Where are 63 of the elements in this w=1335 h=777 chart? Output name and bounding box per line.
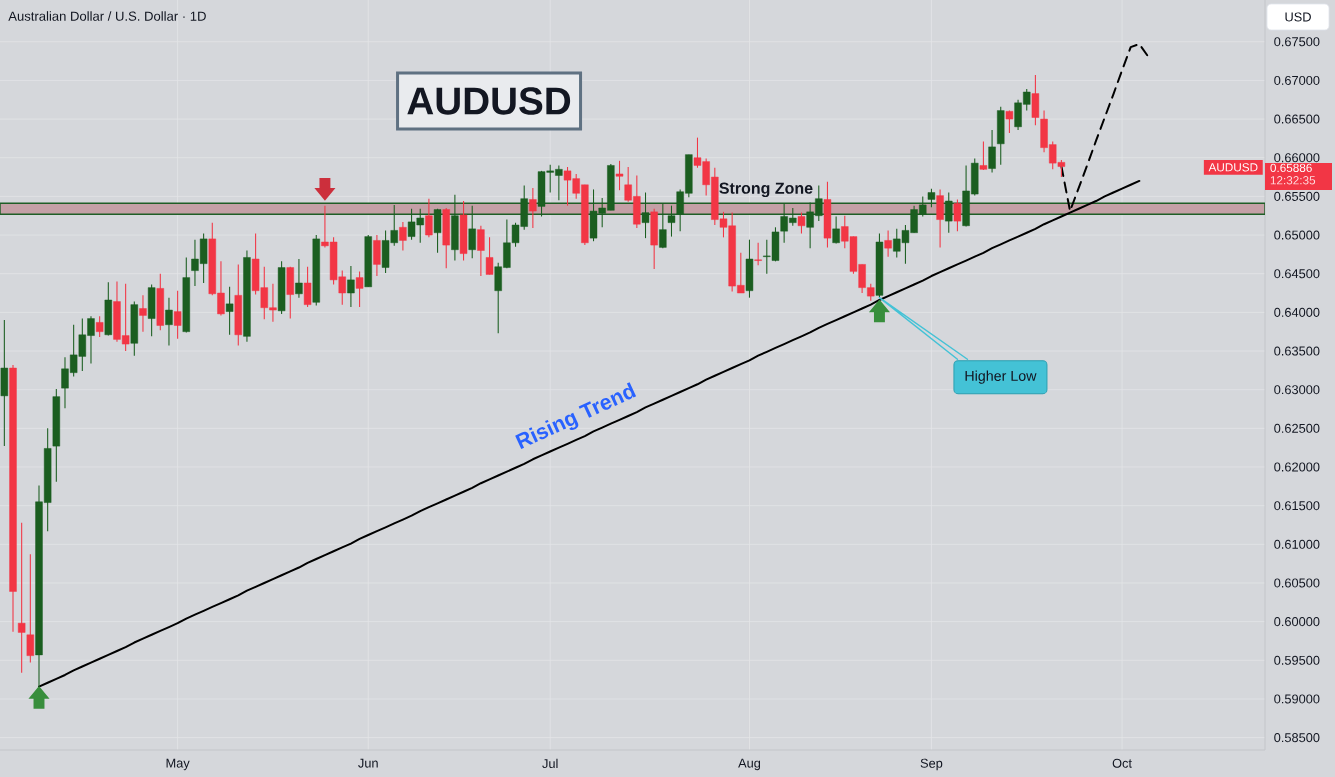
candlestick	[303, 266, 312, 308]
y-tick-label: 0.67500	[1274, 37, 1320, 47]
candlestick	[936, 188, 944, 248]
x-tick-label: Aug	[738, 758, 761, 771]
text: AUDUSD	[407, 87, 571, 115]
candlestick	[373, 234, 381, 277]
y-tick-label: 0.60000	[1274, 617, 1320, 627]
x-tick-label: Jun	[358, 758, 378, 768]
band-label: Strong Zone	[719, 182, 813, 198]
candlestick	[347, 265, 355, 308]
y-tick-label: 0.60500	[1274, 578, 1320, 588]
y-tick-label: 0.63500	[1274, 346, 1320, 356]
y-tick-label: 0.59500	[1274, 655, 1320, 665]
y-tick-label: 0.66000	[1274, 153, 1320, 163]
candlestick	[173, 290, 182, 340]
candlestick	[165, 297, 173, 347]
candlestick	[1031, 74, 1040, 126]
y-tick-label: 0.67000	[1274, 75, 1320, 85]
y-tick-label: 0.62000	[1274, 462, 1320, 472]
point	[314, 178, 336, 201]
candlestick	[953, 198, 962, 232]
y-tick-label: 0.58500	[1274, 733, 1320, 743]
annotation: AUDUSD	[1208, 163, 1258, 172]
y-tick-label: 0.59000	[1274, 694, 1320, 704]
point	[868, 299, 890, 323]
y-tick-label: 0.63000	[1274, 385, 1320, 395]
candlestick	[355, 270, 364, 308]
candlestick	[979, 140, 988, 171]
annotation: Rising Trend	[515, 382, 637, 450]
x-tick-label: May	[166, 758, 190, 771]
annotation: Higher Low	[965, 370, 1037, 384]
candlestick	[485, 236, 494, 276]
text: Australian Dollar / U.S. Dollar · 1D	[8, 11, 206, 21]
candlestick	[797, 212, 806, 235]
candlestick	[26, 553, 35, 664]
candlestick	[477, 225, 485, 277]
candlestick	[17, 522, 26, 674]
y-tick-label: 0.61500	[1274, 501, 1320, 511]
candlestick	[754, 242, 762, 266]
candlestick	[399, 221, 407, 252]
candlestick	[139, 294, 147, 333]
candlestick	[615, 160, 624, 191]
candlestick	[225, 286, 234, 336]
candlestick	[425, 198, 433, 238]
y-tick-label: 0.65000	[1274, 230, 1320, 240]
x-tick-label: Jul	[542, 758, 558, 769]
y-tick-label: 0.64500	[1274, 269, 1320, 279]
x-tick-label: Sep	[920, 758, 943, 771]
y-tick-label: 0.64000	[1274, 307, 1320, 317]
x-tick-label: Oct	[1112, 758, 1132, 768]
y-tick-label: 0.62500	[1274, 423, 1320, 433]
candlestick	[529, 187, 537, 229]
y-axis-title: USD	[1285, 12, 1311, 22]
candlestick	[95, 315, 104, 338]
candlestick	[988, 129, 996, 173]
y-tick-label: 0.65500	[1274, 191, 1320, 201]
y-tick-label: 0.66500	[1274, 114, 1320, 124]
point	[28, 686, 50, 709]
text: 0.65886	[1270, 163, 1312, 173]
candlestick	[295, 258, 303, 299]
candlestick	[884, 229, 892, 258]
y-tick-label: 0.61000	[1274, 539, 1320, 549]
text: 12:32:35	[1270, 176, 1316, 185]
